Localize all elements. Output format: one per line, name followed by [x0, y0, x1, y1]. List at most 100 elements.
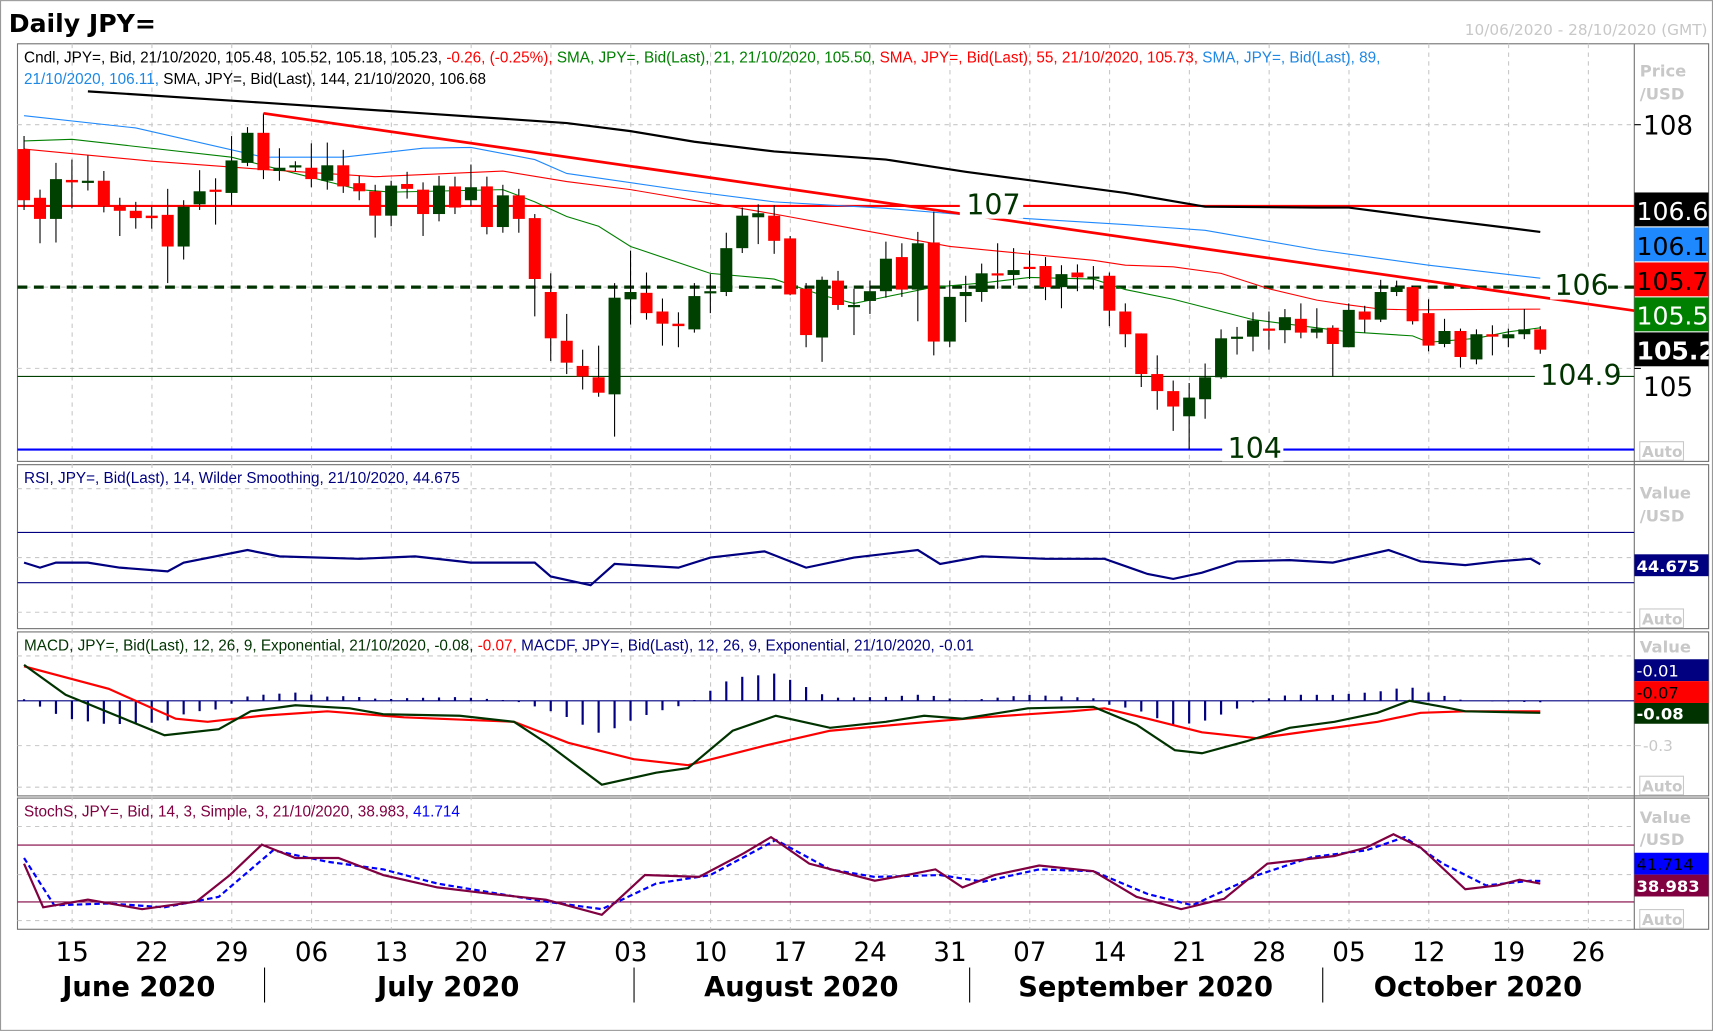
candle [1358, 305, 1371, 333]
candle-body [161, 214, 174, 247]
macd-auto-button[interactable] [1639, 775, 1685, 796]
legend-line-2: 21/10/2020, 106.11, SMA, JPY=, Bid(Last)… [24, 71, 486, 88]
stoch-k-badge-text: 38.983 [1636, 877, 1699, 896]
candle-body [1454, 330, 1467, 357]
candle-body [1470, 334, 1483, 360]
price-badge [1634, 332, 1709, 367]
price-unit-label: Price [1640, 62, 1687, 81]
candle-body [1135, 333, 1148, 375]
candle-body [895, 257, 908, 290]
candle-body [624, 292, 637, 300]
legend-segment: -0.26, (-0.25%), [446, 49, 557, 66]
candle-body [927, 242, 940, 342]
candle [879, 241, 892, 298]
candle-body [879, 258, 892, 292]
candle-body [1358, 311, 1371, 320]
x-tick-day: 24 [853, 938, 886, 968]
x-tick-day: 28 [1252, 938, 1285, 968]
candle [1310, 308, 1323, 339]
candle [959, 275, 972, 323]
candle-body [1422, 313, 1435, 346]
candle [448, 176, 461, 215]
macdf-badge [1634, 659, 1709, 682]
candle [1534, 326, 1547, 354]
price-badge-text: 106.68 [1636, 197, 1713, 226]
x-tick-day: 17 [774, 938, 807, 968]
candle [1422, 299, 1435, 352]
rsi-panel[interactable] [16, 464, 1710, 630]
x-tick-day: 05 [1332, 938, 1365, 968]
candle [1183, 382, 1196, 450]
candle [1215, 329, 1228, 379]
candle [337, 149, 350, 193]
macd-unit-label: Value [1640, 638, 1691, 657]
x-tick-day: 07 [1013, 938, 1046, 968]
candle-body [512, 195, 525, 219]
candle-body [592, 377, 605, 393]
rsi-value-badge [1634, 554, 1709, 577]
candle-body [847, 305, 860, 308]
candle-body [433, 185, 446, 215]
candle [560, 313, 573, 375]
x-tick-day: 14 [1093, 938, 1126, 968]
level-104-label: 104 [1228, 432, 1282, 465]
price-badge-text: 106.11 [1636, 232, 1713, 261]
candle-body [832, 280, 845, 306]
candle [177, 200, 190, 260]
candle [1119, 303, 1132, 348]
rsi-value-text: 44.675 [1636, 557, 1699, 576]
candle [1374, 279, 1387, 323]
macd-legend-signal: -0.07, [478, 638, 521, 655]
candle-body [1167, 391, 1180, 407]
candle [943, 280, 956, 348]
candle [800, 283, 813, 348]
level-106-bg [1550, 268, 1607, 300]
level-104-bg [1222, 432, 1284, 462]
candle-body [33, 197, 47, 219]
candle-body [528, 218, 541, 280]
candle [305, 143, 318, 188]
candle [608, 283, 621, 437]
candle-body [608, 297, 621, 395]
stoch-unit-currency: /USD [1640, 830, 1685, 849]
legend-segment: SMA, JPY=, Bid(Last), 89, [1202, 49, 1380, 66]
stoch-d-badge [1634, 852, 1709, 875]
candle [433, 175, 446, 222]
candle-body [1199, 377, 1212, 400]
candle-body [496, 195, 509, 228]
macdf-badge-text: -0.01 [1636, 662, 1678, 681]
price-badge-text: 105.73 [1636, 267, 1713, 296]
x-tick-day: 20 [454, 938, 487, 968]
price-auto-button[interactable] [1639, 441, 1685, 461]
candle-body [1039, 266, 1052, 288]
price-badge-text: 105.50 [1636, 302, 1713, 331]
x-tick-month: July 2020 [375, 972, 519, 1003]
candle [289, 161, 302, 172]
candle-body [225, 160, 238, 193]
candle-body [385, 185, 398, 216]
candle [1151, 355, 1164, 410]
macd-auto-label: Auto [1642, 778, 1683, 796]
level-1049-bg [1534, 358, 1618, 390]
candle-body [337, 165, 350, 187]
candle [752, 204, 765, 245]
rsi-auto-button[interactable] [1639, 608, 1685, 629]
macd-legend-macdf: MACDF, JPY=, Bid(Last), 12, 26, 9, Expon… [521, 638, 974, 655]
macd-tick: -0.3 [1643, 737, 1673, 755]
candle-body [656, 311, 669, 324]
candle [161, 188, 174, 284]
candle-body [1518, 329, 1531, 335]
candle-body [49, 179, 62, 219]
stoch-d-line [23, 835, 1541, 911]
price-badge [1634, 262, 1709, 297]
candle-body [975, 273, 988, 293]
candle [1071, 264, 1084, 292]
stoch-auto-button[interactable] [1639, 909, 1685, 929]
rsi-unit-currency: /USD [1640, 507, 1685, 526]
candle [640, 272, 653, 320]
candle [1454, 328, 1467, 368]
candle-body [369, 191, 382, 216]
candle [1278, 309, 1291, 344]
